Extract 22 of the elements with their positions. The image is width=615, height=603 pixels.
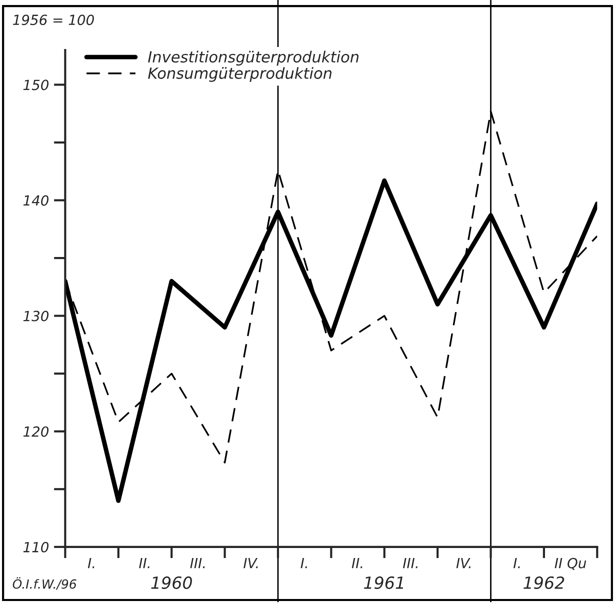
text: 1960 bbox=[151, 576, 192, 590]
y-tick-label: 130 bbox=[23, 310, 49, 322]
text: 1956 = 100 bbox=[12, 14, 94, 26]
text: IV. bbox=[456, 558, 471, 568]
text: I. bbox=[88, 558, 94, 568]
text: 1962 bbox=[524, 576, 564, 590]
legend-label: Investitionsgüterproduktion bbox=[148, 50, 359, 66]
text: Ö.I.f.W./96 bbox=[12, 577, 76, 590]
text: I. bbox=[513, 558, 520, 568]
text: III. bbox=[190, 558, 205, 568]
text: I. bbox=[300, 558, 307, 568]
y-tick-label: 110 bbox=[23, 542, 49, 552]
y-tick-label: 150 bbox=[23, 80, 49, 90]
text: II. bbox=[352, 558, 362, 568]
y-tick-label: 120 bbox=[23, 426, 49, 437]
text: IV. bbox=[244, 558, 258, 568]
text: 1961 bbox=[364, 576, 404, 590]
text: II. bbox=[139, 558, 150, 568]
text: III. bbox=[402, 558, 418, 568]
text: II Qu bbox=[554, 558, 586, 570]
y-tick-label: 140 bbox=[23, 195, 49, 206]
legend-label: Konsumgüterproduktion bbox=[148, 67, 332, 82]
